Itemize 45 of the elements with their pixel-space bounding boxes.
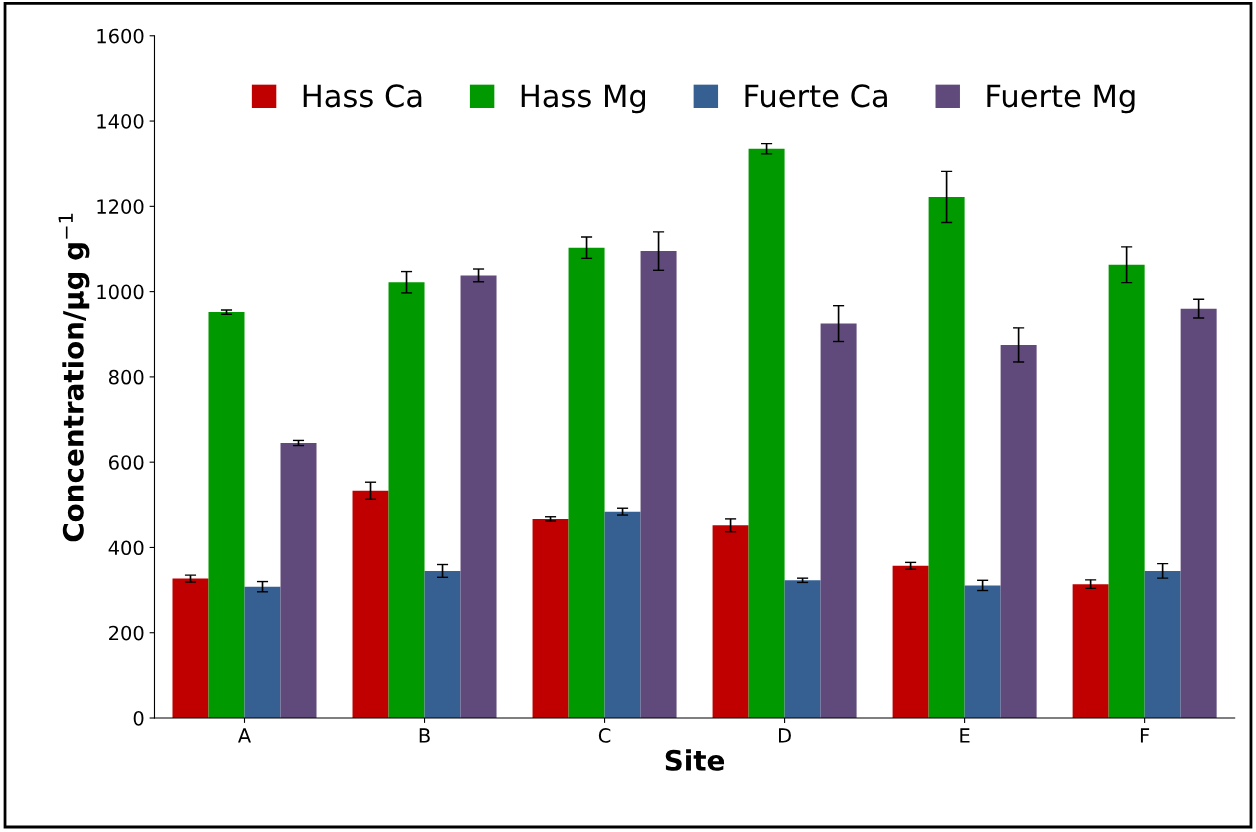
y-tick-label: 0 [133,710,144,726]
bar [568,247,605,719]
bar [640,251,677,719]
bar [424,570,461,719]
y-tick-label: 1600 [97,28,144,44]
y-axis-title: Concentration/µg g$^{−1}$ [58,213,90,542]
y-tick-label: 800 [108,369,144,385]
x-tick-label: D [779,728,791,743]
y-tick-label: 1400 [97,114,144,129]
y-tick-label: 1000 [97,284,144,300]
bar [208,312,245,719]
bar [892,565,929,719]
x-tick-label: B [419,728,430,743]
legend-label: Fuerte Ca [745,84,887,108]
x-tick-label: A [238,728,251,743]
bar [604,511,641,719]
x-tick-label: C [598,728,611,743]
y-tick-label: 1200 [97,199,144,214]
bar [712,525,749,719]
bar [1180,308,1217,719]
y-tick-label: 400 [108,540,144,556]
legend-label: Fuerte Mg [987,84,1135,114]
bar [1108,264,1145,719]
bar [532,518,569,719]
bar [460,275,497,719]
legend-label: Hass Ca [303,84,422,108]
bar [244,586,281,719]
bar [964,585,1001,719]
x-tick-label: E [960,728,970,743]
bar [784,580,821,719]
y-tick-label: 200 [109,625,144,641]
legend-label: Hass Mg [521,84,646,114]
bar [1000,344,1037,719]
y-tick-label: 600 [109,455,144,470]
bar [352,490,389,719]
x-axis-title: Site [665,749,725,771]
bar [280,442,317,719]
x-tick-label: F [1140,728,1150,743]
bar [928,196,965,719]
bar [1144,570,1181,719]
bar [388,282,425,719]
bar [172,578,209,719]
bar [1072,584,1109,719]
bar [748,148,785,719]
bar [820,323,857,719]
